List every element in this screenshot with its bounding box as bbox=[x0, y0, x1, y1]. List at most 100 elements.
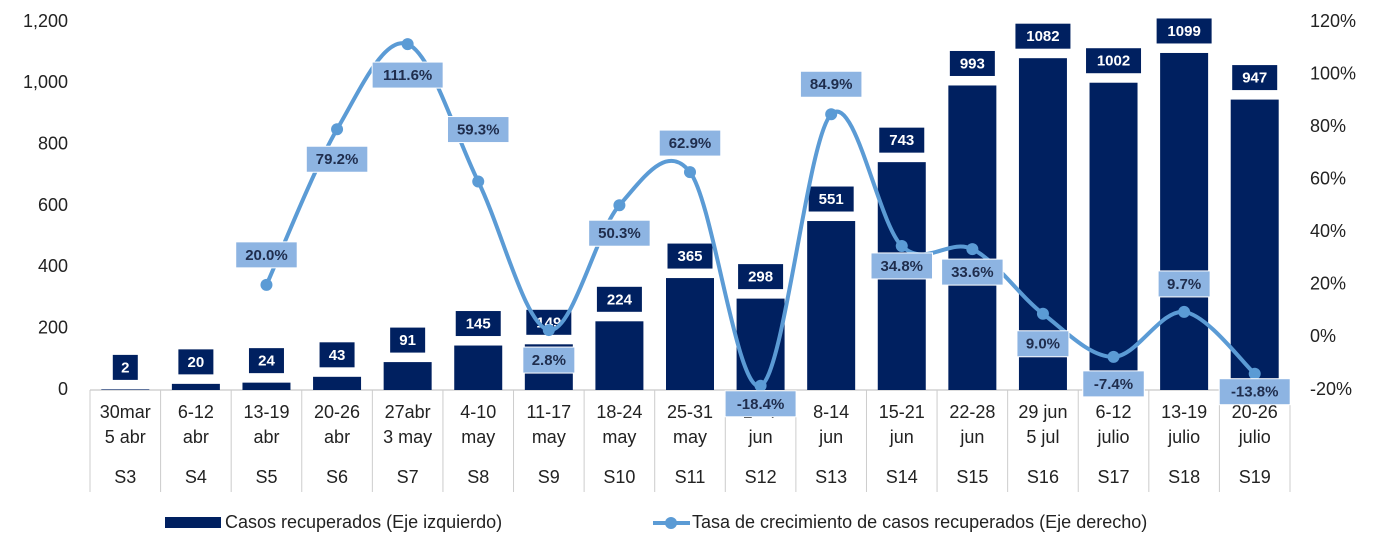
y2-tick-label: 60% bbox=[1310, 168, 1346, 188]
x-tick-label: 6-12 bbox=[1096, 402, 1132, 422]
x-tick-label: may bbox=[602, 427, 636, 447]
week-label: S19 bbox=[1239, 467, 1271, 487]
week-label: S7 bbox=[397, 467, 419, 487]
line-value-label: 79.2% bbox=[316, 151, 359, 168]
line-marker bbox=[613, 199, 626, 212]
bar-value-label: 43 bbox=[329, 347, 346, 364]
line-marker bbox=[260, 278, 273, 291]
x-tick-label: 11-17 bbox=[526, 402, 571, 422]
line-label-box bbox=[1218, 378, 1291, 406]
week-label: S8 bbox=[467, 467, 489, 487]
line-value-label: 50.3% bbox=[598, 225, 641, 242]
legend-swatch bbox=[165, 517, 221, 528]
line-label-box bbox=[1016, 330, 1070, 358]
y-tick-label: 1,000 bbox=[23, 72, 68, 92]
line-value-label: 34.8% bbox=[880, 258, 923, 275]
bar bbox=[313, 376, 362, 390]
line-marker bbox=[331, 123, 344, 136]
y-tick-label: 800 bbox=[38, 133, 68, 153]
line-label-box bbox=[870, 252, 934, 280]
week-label: S12 bbox=[745, 467, 777, 487]
x-tick-label: 4-10 bbox=[460, 402, 496, 422]
line-marker bbox=[754, 379, 767, 392]
x-tick-label: 22-28 bbox=[949, 402, 995, 422]
line-value-label: 111.6% bbox=[383, 67, 432, 84]
line-marker bbox=[966, 243, 979, 256]
line-value-label: 2.8% bbox=[532, 352, 566, 369]
bar-label-box bbox=[1085, 47, 1143, 75]
y-tick-label: 600 bbox=[38, 195, 68, 215]
line-label-box bbox=[941, 258, 1004, 286]
bar-label-box bbox=[878, 126, 926, 154]
line-label-box bbox=[724, 390, 797, 418]
y2-tick-label: 0% bbox=[1310, 326, 1336, 346]
x-tick-label: 3 may bbox=[383, 427, 432, 447]
bar-label-box bbox=[595, 285, 643, 313]
line-label-box bbox=[446, 116, 510, 144]
line-value-label: -7.4% bbox=[1094, 376, 1133, 393]
x-tick-label: jun bbox=[748, 427, 773, 447]
bar-label-box bbox=[247, 347, 285, 375]
y2-tick-label: 20% bbox=[1310, 274, 1346, 294]
week-label: S16 bbox=[1027, 467, 1059, 487]
bar-value-label: 947 bbox=[1242, 70, 1267, 87]
bar-value-label: 298 bbox=[748, 269, 773, 286]
line-marker bbox=[1107, 350, 1120, 363]
bar-value-label: 1082 bbox=[1026, 28, 1059, 45]
week-label: S9 bbox=[538, 467, 560, 487]
bar-label-box bbox=[807, 185, 855, 213]
y2-tick-label: 80% bbox=[1310, 116, 1346, 136]
line-label-box bbox=[1082, 370, 1145, 398]
line-marker bbox=[542, 324, 555, 337]
legend-label: Casos recuperados (Eje izquierdo) bbox=[225, 512, 502, 532]
bar bbox=[101, 389, 150, 390]
x-tick-label: jun bbox=[959, 427, 984, 447]
y-tick-label: 200 bbox=[38, 317, 68, 337]
line-value-label: 33.6% bbox=[951, 264, 994, 281]
line-label-box bbox=[522, 346, 576, 374]
x-tick-label: 5 jul bbox=[1026, 427, 1059, 447]
week-label: S6 bbox=[326, 467, 348, 487]
bar bbox=[383, 362, 432, 390]
bar bbox=[595, 321, 644, 390]
bar bbox=[242, 382, 291, 390]
line-label-box bbox=[658, 129, 722, 157]
x-tick-label: may bbox=[532, 427, 566, 447]
y2-tick-label: 120% bbox=[1310, 11, 1356, 31]
legend-label: Tasa de crecimiento de casos recuperados… bbox=[692, 512, 1147, 532]
bar-label-box bbox=[177, 348, 215, 376]
x-tick-label: 30mar bbox=[100, 402, 151, 422]
line-marker bbox=[1178, 305, 1191, 318]
week-label: S3 bbox=[114, 467, 136, 487]
bar-label-box bbox=[1155, 17, 1213, 45]
line-value-label: 9.0% bbox=[1026, 336, 1060, 353]
bar-label-box bbox=[737, 263, 785, 291]
x-tick-label: 8-14 bbox=[813, 402, 849, 422]
line-marker bbox=[684, 166, 696, 179]
line-value-label: 9.7% bbox=[1167, 276, 1201, 293]
x-tick-label: 20-26 bbox=[1232, 402, 1278, 422]
bar-value-label: 1099 bbox=[1167, 23, 1200, 40]
x-tick-label: 18-24 bbox=[596, 402, 642, 422]
bar-value-label: 20 bbox=[188, 354, 205, 371]
line-value-label: -13.8% bbox=[1231, 384, 1279, 401]
week-label: S17 bbox=[1098, 467, 1130, 487]
x-tick-label: abr bbox=[253, 427, 279, 447]
bar bbox=[171, 383, 220, 390]
bar-value-label: 551 bbox=[819, 191, 844, 208]
bar bbox=[666, 278, 714, 390]
line-value-label: -18.4% bbox=[737, 396, 785, 413]
x-tick-label: julio bbox=[1238, 427, 1271, 447]
x-tick-label: abr bbox=[183, 427, 209, 447]
x-tick-label: 5 abr bbox=[105, 427, 146, 447]
bar bbox=[948, 85, 997, 390]
week-label: S18 bbox=[1168, 467, 1200, 487]
y2-tick-label: 40% bbox=[1310, 221, 1346, 241]
line-value-label: 84.9% bbox=[810, 76, 853, 93]
bar bbox=[454, 345, 503, 390]
week-label: S14 bbox=[886, 467, 918, 487]
bar-label-box bbox=[454, 310, 502, 338]
bar-label-box bbox=[389, 326, 427, 354]
bar bbox=[1160, 52, 1209, 391]
